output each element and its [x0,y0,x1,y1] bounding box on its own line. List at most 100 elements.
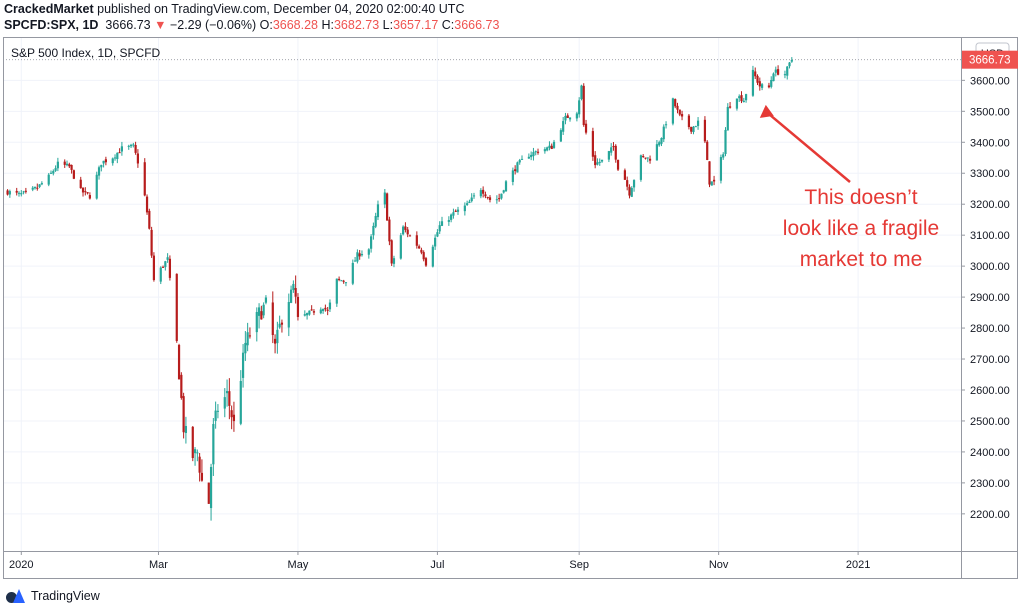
candle-body [495,199,498,201]
price-chart[interactable]: 2200.00 2300.00 2400.00 2500.00 2600.00 2700.… [3,37,1018,579]
y-tick-label: 2700.00 [970,354,1010,366]
candle-body [148,210,151,229]
candle-body [680,114,684,117]
candle-body [278,323,281,328]
candle-body [88,195,91,199]
candle-body [118,152,121,154]
candle-body [500,193,503,199]
candle-body [658,142,661,146]
candle-body [788,62,791,67]
candle-body [20,193,23,195]
candle-body [262,304,265,316]
candle-body [607,151,610,160]
candle-body [486,197,489,199]
candle-body [113,157,117,159]
candle-body [232,414,236,422]
candle-body [431,246,434,267]
candle-body [239,380,242,424]
high-value: 3682.73 [333,18,380,32]
candle-body [289,289,293,303]
candle-body [56,161,59,169]
candle-body [328,302,332,310]
candle-body [488,197,492,200]
candle-body [292,283,295,290]
candle-body [402,226,405,235]
candle-body [47,174,50,185]
candle-body [502,190,505,193]
candle-body [175,273,178,341]
candle-body [184,426,188,434]
candle-body [129,144,133,147]
candle-body [404,226,407,230]
candle-body [639,155,643,180]
candle-body [655,144,659,161]
candle-body [646,157,649,159]
candle-body [24,190,27,192]
candle-body [216,410,220,412]
candle-body [436,232,439,237]
candle-body [214,410,217,421]
candle-body [566,115,569,119]
candle-body [104,159,107,163]
candle-body [280,322,284,325]
candle-body [511,170,514,182]
candle-body [694,126,697,128]
candle-body [344,282,348,284]
candle-body [342,280,345,282]
candle-body [308,310,311,315]
candle-body [550,145,553,149]
candle-body [578,100,581,115]
candle-body [70,164,73,170]
candle-body [248,335,252,337]
candle-body [562,121,565,132]
author-name[interactable]: CrackedMarket [4,2,94,16]
candle-body [774,69,777,73]
candle-body [580,85,583,100]
x-tick-label: Jul [430,559,444,571]
candle-body [648,158,652,161]
candle-body [420,249,423,253]
low-label: L: [382,18,394,32]
chart-frame: 2200.00 2300.00 2400.00 2500.00 2600.00 2700.… [3,37,1018,579]
publish-info: CrackedMarket published on TradingView.c… [4,2,464,16]
candle-body [312,311,316,313]
candle-body [484,194,487,197]
candle-body [728,106,732,108]
candle-body [367,249,370,255]
candle-body [198,456,201,473]
candle-body [450,214,453,220]
candle-body [200,472,204,481]
candle-body [6,190,9,195]
candle-body [180,374,183,398]
tradingview-logo-icon[interactable] [6,589,26,603]
candle-body [212,423,215,465]
candle-body [79,179,82,189]
candle-body [264,297,268,303]
candle-body [690,126,693,132]
close-value: 3666.73 [454,18,500,32]
annotation-text-line: This doesn’t [804,186,917,209]
symbol-label: SPCFD:SPX, 1D [4,18,99,32]
candle-body [223,397,226,409]
open-value: 3668.28 [272,18,318,32]
candle-body [335,278,338,304]
candle-body [712,179,716,182]
candle-body [582,85,585,125]
candle-body [383,192,386,205]
candle-body [303,314,306,316]
candle-body [36,187,39,189]
tradingview-brand[interactable]: TradingView [31,589,100,603]
candle-body [244,342,247,354]
y-tick-label: 3000.00 [970,261,1010,273]
candle-body [360,254,364,256]
candle-body [386,193,389,221]
candle-body [434,237,437,247]
candle-body [703,119,707,142]
candle-body [628,186,631,196]
candle-body [534,151,537,153]
candle-body [33,187,37,189]
candle-body [8,191,11,195]
candle-body [164,261,167,268]
candle-body [358,253,361,257]
last-price: 3666.73 [105,18,151,32]
